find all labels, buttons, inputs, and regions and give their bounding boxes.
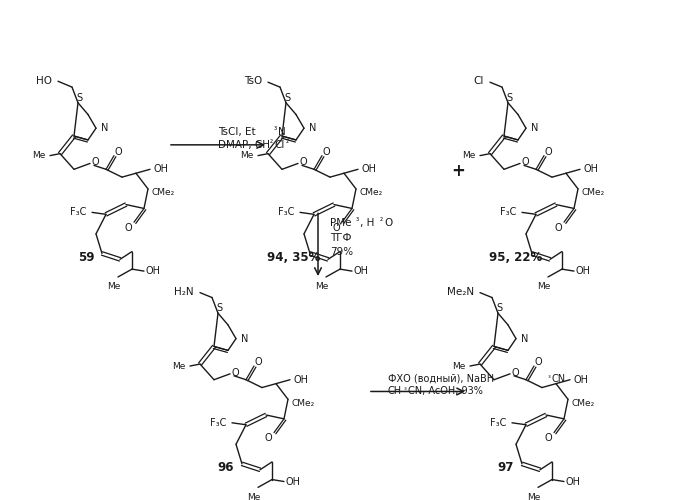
Text: O: O [299,158,307,168]
Text: +: + [451,162,465,180]
Text: CN, AcOH, 93%: CN, AcOH, 93% [408,386,483,396]
Text: ₃: ₃ [356,214,359,223]
Text: O: O [521,158,529,168]
Text: CMe₂: CMe₂ [292,398,316,407]
Text: OH: OH [576,266,591,276]
Text: O: O [264,434,272,444]
Text: ₃: ₃ [274,123,277,132]
Text: N: N [309,123,316,133]
Text: Me: Me [173,362,186,370]
Text: O: O [92,158,99,168]
Text: O: O [511,368,519,378]
Text: HO: HO [36,76,52,86]
Text: S: S [506,93,512,103]
Text: O: O [124,223,132,233]
Text: Me: Me [453,362,466,370]
Text: Me: Me [538,282,550,292]
Text: S: S [284,93,290,103]
Text: 97: 97 [498,462,514,474]
Text: F₃C: F₃C [277,208,294,218]
Text: CMe₂: CMe₂ [152,188,176,198]
Text: CH: CH [388,386,402,396]
Text: PMe: PMe [330,218,352,228]
Text: Me₂N: Me₂N [447,286,474,296]
Text: F₃C: F₃C [500,208,516,218]
Text: Me: Me [33,151,46,160]
Text: ₂: ₂ [270,136,273,145]
Text: OH: OH [286,476,301,486]
Text: F₃C: F₃C [210,418,226,428]
Text: ФХО (водный), NaBH: ФХО (водный), NaBH [388,374,494,384]
Text: N: N [278,127,285,137]
Text: OH: OH [354,266,369,276]
Text: O: O [534,357,542,367]
Text: N: N [101,123,109,133]
Text: O: O [254,357,262,367]
Text: 94, 35%: 94, 35% [267,251,321,264]
Text: S: S [76,93,82,103]
Text: TsO: TsO [244,76,262,86]
Text: O: O [231,368,239,378]
Text: Me: Me [107,282,121,292]
Text: Me: Me [247,492,261,500]
Text: O: O [322,146,330,156]
Text: OH: OH [574,374,589,384]
Text: Cl: Cl [274,140,284,150]
Text: OH: OH [362,164,377,174]
Text: F₃C: F₃C [490,418,506,428]
Text: ₂: ₂ [286,136,289,145]
Text: TsCl, Et: TsCl, Et [218,127,255,137]
Text: CMe₂: CMe₂ [572,398,596,407]
Text: O: O [384,218,392,228]
Text: DMAP, CH: DMAP, CH [218,140,270,150]
Text: N: N [521,334,529,344]
Text: 59: 59 [78,251,94,264]
Text: Me: Me [316,282,329,292]
Text: CN: CN [552,374,566,384]
Text: 95, 22%: 95, 22% [490,251,542,264]
Text: N: N [241,334,249,344]
Text: O: O [554,223,562,233]
Text: OH: OH [294,374,309,384]
Text: ₃: ₃ [404,386,407,392]
Text: 96: 96 [218,462,234,474]
Text: OH: OH [146,266,161,276]
Text: ₂: ₂ [380,214,383,223]
Text: OH: OH [584,164,599,174]
Text: N: N [531,123,538,133]
Text: Cl: Cl [473,76,484,86]
Text: S: S [216,304,222,314]
Text: Me: Me [527,492,541,500]
Text: O: O [114,146,122,156]
Text: 79%: 79% [330,248,353,258]
Text: Me: Me [240,151,254,160]
Text: , H: , H [360,218,374,228]
Text: S: S [496,304,502,314]
Text: O: O [544,434,552,444]
Text: ТГФ: ТГФ [330,233,352,243]
Text: O: O [544,146,552,156]
Text: Me: Me [462,151,476,160]
Text: OH: OH [154,164,169,174]
Text: O: O [332,223,340,233]
Text: F₃C: F₃C [70,208,86,218]
Text: OH: OH [566,476,581,486]
Text: CMe₂: CMe₂ [360,188,383,198]
Text: CMe₂: CMe₂ [582,188,605,198]
Text: H₂N: H₂N [174,286,194,296]
Text: ₃: ₃ [548,372,550,378]
